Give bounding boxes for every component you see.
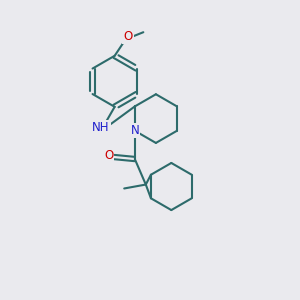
Text: O: O [104,149,113,162]
Text: NH: NH [92,121,110,134]
Text: O: O [123,30,133,43]
Text: N: N [130,124,139,137]
